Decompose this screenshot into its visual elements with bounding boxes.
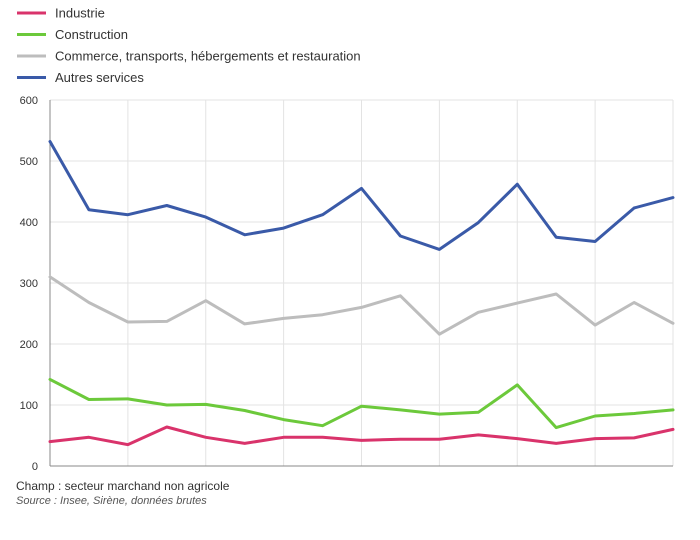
legend-label: Industrie [55,6,105,21]
line-chart: Industrie Construction Commerce, transport… [17,6,675,473]
series-line [48,275,675,336]
y-tick-label: 0 [32,461,38,473]
y-tick-label: 100 [20,400,38,412]
legend-label: Autres services [55,70,144,85]
chart-grid [49,99,674,467]
series-line [48,377,675,430]
series-line [48,425,675,447]
scope-note: Champ : secteur marchand non agricole [16,479,230,493]
y-tick-label: 200 [20,339,38,351]
y-tick-label: 300 [20,278,38,290]
chart-series [48,140,675,447]
chart-axes [49,100,673,467]
series-line [48,140,675,251]
legend-label: Commerce, transports, hébergements et re… [55,49,361,64]
source-note: Source : Insee, Sirène, données brutes [16,495,207,507]
legend-label: Construction [55,27,128,42]
y-tick-label: 500 [20,156,38,168]
chart-legend: Industrie Construction Commerce, transport… [17,6,361,85]
y-axis-ticks: 0 100 200 300 400 500 600 [20,95,38,473]
y-tick-label: 600 [20,95,38,107]
y-tick-label: 400 [20,217,38,229]
